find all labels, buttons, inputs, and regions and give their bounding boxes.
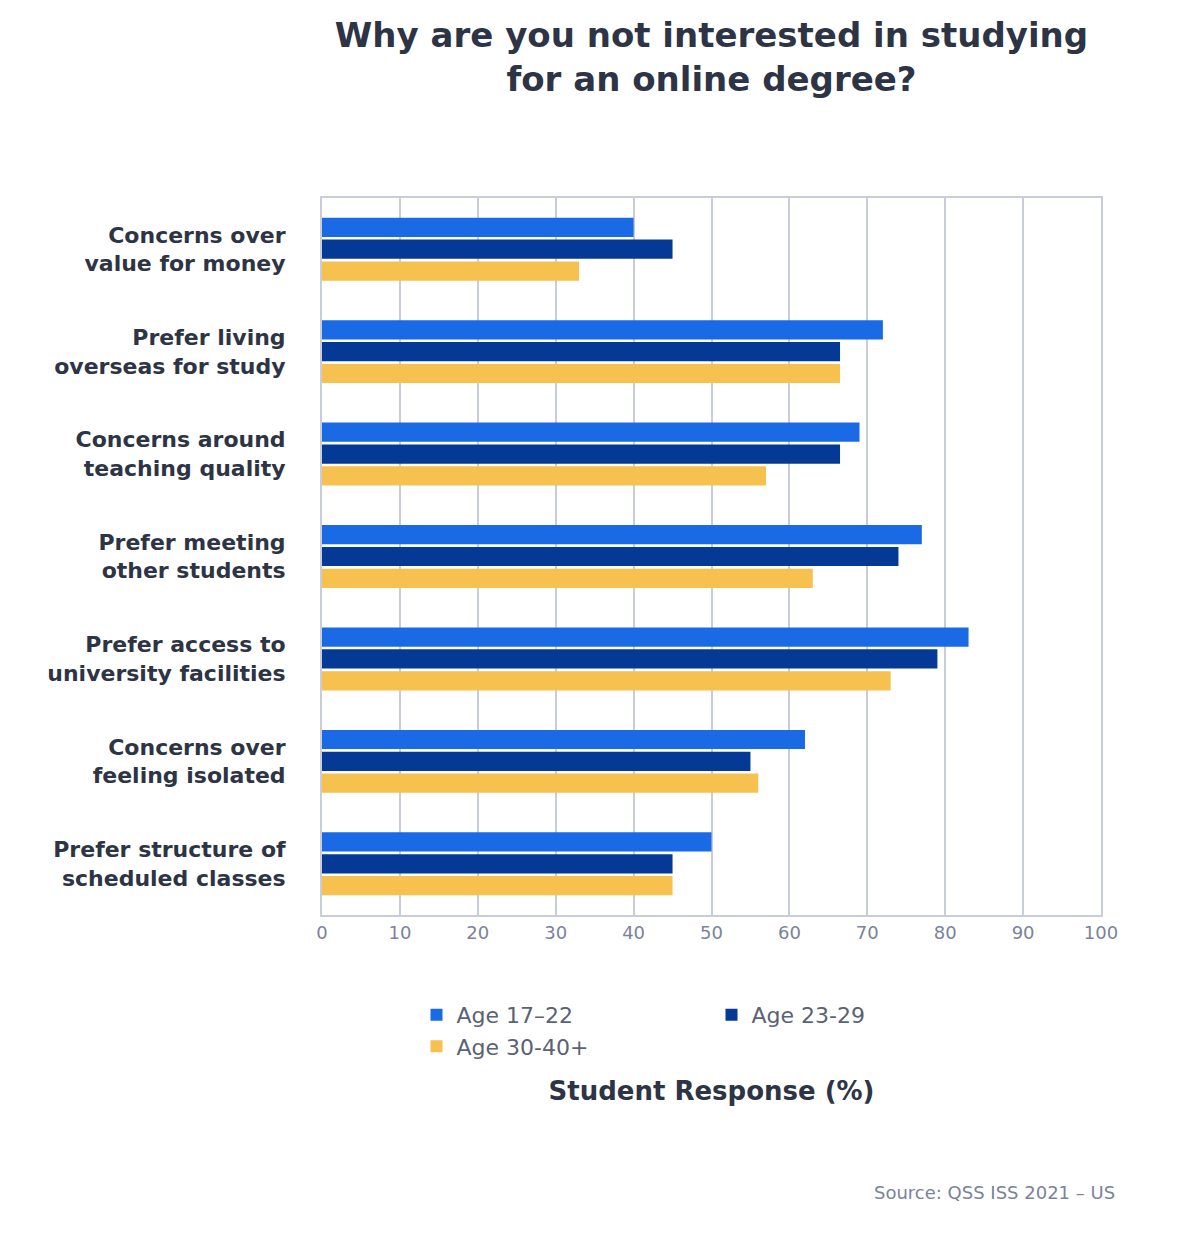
svg-text:70: 70 — [856, 922, 879, 943]
svg-text:Prefer livingoverseas for stud: Prefer livingoverseas for study — [54, 325, 285, 379]
svg-text:40: 40 — [622, 922, 645, 943]
svg-text:100: 100 — [1084, 922, 1118, 943]
svg-text:90: 90 — [1012, 922, 1035, 943]
svg-text:Age 30-40+: Age 30-40+ — [457, 1035, 589, 1060]
svg-text:30: 30 — [544, 922, 567, 943]
svg-text:Concerns overvalue for money: Concerns overvalue for money — [84, 223, 285, 277]
svg-text:Prefer meetingother students: Prefer meetingother students — [98, 530, 285, 584]
svg-text:Age 23-29: Age 23-29 — [752, 1003, 865, 1028]
svg-text:Prefer access touniversity fac: Prefer access touniversity facilities — [47, 632, 285, 686]
svg-text:Concerns aroundteaching qualit: Concerns aroundteaching quality — [76, 427, 286, 481]
svg-text:Age 17–22: Age 17–22 — [457, 1003, 574, 1028]
svg-text:10: 10 — [388, 922, 411, 943]
svg-text:Source: QSS ISS 2021 – US: Source: QSS ISS 2021 – US — [874, 1182, 1115, 1203]
svg-text:20: 20 — [466, 922, 489, 943]
svg-text:Prefer structure ofscheduled c: Prefer structure ofscheduled classes — [53, 837, 286, 891]
svg-text:60: 60 — [778, 922, 801, 943]
svg-text:Concerns overfeeling isolated: Concerns overfeeling isolated — [93, 735, 286, 789]
svg-text:50: 50 — [700, 922, 723, 943]
svg-text:Why are you not interested in: Why are you not interested in studyingfo… — [335, 15, 1088, 99]
svg-text:80: 80 — [934, 922, 957, 943]
svg-text:0: 0 — [316, 922, 327, 943]
svg-text:Student Response (%): Student Response (%) — [549, 1076, 875, 1106]
